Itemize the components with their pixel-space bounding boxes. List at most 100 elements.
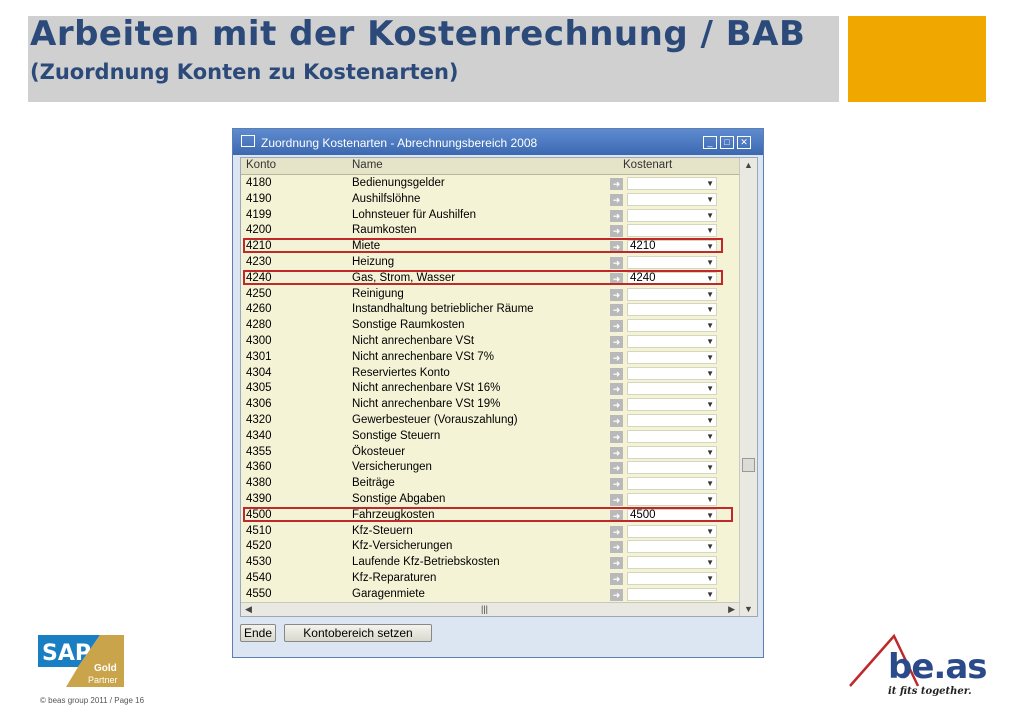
- chevron-down-icon[interactable]: ▼: [706, 289, 714, 299]
- chevron-down-icon[interactable]: ▼: [706, 542, 714, 552]
- table-row[interactable]: 4260 Instandhaltung betrieblicher Räume ➜ ▼: [241, 302, 739, 318]
- link-arrow-icon[interactable]: ➜: [610, 414, 623, 427]
- table-row[interactable]: 4199 Lohnsteuer für Aushilfen ➜ ▼: [241, 208, 739, 224]
- table-row[interactable]: 4200 Raumkosten ➜ ▼: [241, 223, 739, 239]
- kostenart-select[interactable]: ▼: [627, 461, 717, 475]
- chevron-down-icon[interactable]: ▼: [706, 573, 714, 583]
- link-arrow-icon[interactable]: ➜: [610, 557, 623, 570]
- link-arrow-icon[interactable]: ➜: [610, 225, 623, 238]
- chevron-down-icon[interactable]: ▼: [706, 510, 714, 520]
- maximize-button[interactable]: □: [720, 136, 734, 149]
- scroll-right-icon[interactable]: ▶: [728, 604, 735, 614]
- chevron-down-icon[interactable]: ▼: [706, 210, 714, 220]
- chevron-down-icon[interactable]: ▼: [706, 526, 714, 536]
- table-row[interactable]: 4340 Sonstige Steuern ➜ ▼: [241, 429, 739, 445]
- table-row[interactable]: 4355 Ökosteuer ➜ ▼: [241, 445, 739, 461]
- table-row[interactable]: 4230 Heizung ➜ ▼: [241, 255, 739, 271]
- link-arrow-icon[interactable]: ➜: [610, 541, 623, 554]
- link-arrow-icon[interactable]: ➜: [610, 572, 623, 585]
- kostenart-select[interactable]: 4210 ▼: [627, 240, 717, 254]
- chevron-down-icon[interactable]: ▼: [706, 494, 714, 504]
- table-row[interactable]: 4306 Nicht anrechenbare VSt 19% ➜ ▼: [241, 397, 739, 413]
- table-row[interactable]: 4540 Kfz-Reparaturen ➜ ▼: [241, 571, 739, 587]
- table-row[interactable]: 4180 Bedienungsgelder ➜ ▼: [241, 176, 739, 192]
- chevron-down-icon[interactable]: ▼: [706, 463, 714, 473]
- chevron-down-icon[interactable]: ▼: [706, 273, 714, 283]
- chevron-down-icon[interactable]: ▼: [706, 589, 714, 599]
- link-arrow-icon[interactable]: ➜: [610, 399, 623, 412]
- link-arrow-icon[interactable]: ➜: [610, 241, 623, 254]
- table-row[interactable]: 4390 Sonstige Abgaben ➜ ▼: [241, 492, 739, 508]
- link-arrow-icon[interactable]: ➜: [610, 367, 623, 380]
- kostenart-select[interactable]: ▼: [627, 398, 717, 412]
- link-arrow-icon[interactable]: ➜: [610, 588, 623, 601]
- link-arrow-icon[interactable]: ➜: [610, 446, 623, 459]
- kostenart-select[interactable]: ▼: [627, 413, 717, 427]
- chevron-down-icon[interactable]: ▼: [706, 400, 714, 410]
- table-row[interactable]: 4280 Sonstige Raumkosten ➜ ▼: [241, 318, 739, 334]
- window-titlebar[interactable]: Zuordnung Kostenarten - Abrechnungsberei…: [233, 129, 763, 155]
- kostenart-select[interactable]: ▼: [627, 350, 717, 364]
- table-row[interactable]: 4250 Reinigung ➜ ▼: [241, 287, 739, 303]
- kostenart-select[interactable]: ▼: [627, 319, 717, 333]
- chevron-down-icon[interactable]: ▼: [706, 479, 714, 489]
- kostenart-select[interactable]: ▼: [627, 177, 717, 190]
- table-row[interactable]: 4520 Kfz-Versicherungen ➜ ▼: [241, 539, 739, 555]
- col-kostenart[interactable]: Kostenart: [623, 159, 673, 171]
- close-button[interactable]: ✕: [737, 136, 751, 149]
- table-row[interactable]: 4510 Kfz-Steuern ➜ ▼: [241, 524, 739, 540]
- chevron-down-icon[interactable]: ▼: [706, 321, 714, 331]
- scroll-left-icon[interactable]: ◀: [245, 604, 252, 614]
- kostenart-select[interactable]: ▼: [627, 587, 717, 601]
- chevron-down-icon[interactable]: ▼: [706, 431, 714, 441]
- kostenart-select[interactable]: ▼: [627, 366, 717, 380]
- link-arrow-icon[interactable]: ➜: [610, 304, 623, 317]
- col-name[interactable]: Name: [352, 159, 383, 171]
- chevron-down-icon[interactable]: ▼: [706, 226, 714, 236]
- chevron-down-icon[interactable]: ▼: [706, 558, 714, 568]
- link-arrow-icon[interactable]: ➜: [610, 256, 623, 269]
- table-row[interactable]: 4380 Beiträge ➜ ▼: [241, 476, 739, 492]
- kostenart-select[interactable]: ▼: [627, 255, 717, 269]
- kostenart-select[interactable]: 4240 ▼: [627, 271, 717, 285]
- kostenart-select[interactable]: ▼: [627, 382, 717, 396]
- table-row[interactable]: 4304 Reserviertes Konto ➜ ▼: [241, 366, 739, 382]
- link-arrow-icon[interactable]: ➜: [610, 509, 623, 522]
- kostenart-select[interactable]: ▼: [627, 445, 717, 459]
- chevron-down-icon[interactable]: ▼: [706, 368, 714, 378]
- kostenart-select[interactable]: ▼: [627, 224, 717, 238]
- chevron-down-icon[interactable]: ▼: [706, 384, 714, 394]
- minimize-button[interactable]: _: [703, 136, 717, 149]
- link-arrow-icon[interactable]: ➜: [610, 272, 623, 285]
- chevron-down-icon[interactable]: ▼: [706, 242, 714, 252]
- link-arrow-icon[interactable]: ➜: [610, 193, 623, 206]
- vertical-scrollbar[interactable]: ▲ ▼: [739, 158, 757, 616]
- table-row[interactable]: 4190 Aushilfslöhne ➜ ▼: [241, 192, 739, 208]
- kostenart-select[interactable]: ▼: [627, 287, 717, 301]
- chevron-down-icon[interactable]: ▼: [706, 305, 714, 315]
- link-arrow-icon[interactable]: ➜: [610, 493, 623, 506]
- chevron-down-icon[interactable]: ▼: [706, 179, 714, 188]
- chevron-down-icon[interactable]: ▼: [706, 257, 714, 267]
- link-arrow-icon[interactable]: ➜: [610, 335, 623, 348]
- table-row[interactable]: 4240 Gas, Strom, Wasser ➜ 4240 ▼: [241, 269, 739, 287]
- chevron-down-icon[interactable]: ▼: [706, 415, 714, 425]
- kostenart-select[interactable]: ▼: [627, 334, 717, 348]
- kontobereich-setzen-button[interactable]: Kontobereich setzen: [284, 624, 432, 642]
- kostenart-select[interactable]: ▼: [627, 524, 717, 538]
- chevron-down-icon[interactable]: ▼: [706, 447, 714, 457]
- kostenart-select[interactable]: ▼: [627, 303, 717, 317]
- scroll-grip-icon[interactable]: |||: [481, 604, 489, 614]
- scroll-thumb[interactable]: [742, 458, 755, 472]
- kostenart-select[interactable]: ▼: [627, 571, 717, 585]
- chevron-down-icon[interactable]: ▼: [706, 352, 714, 362]
- table-row[interactable]: 4360 Versicherungen ➜ ▼: [241, 460, 739, 476]
- kostenart-select[interactable]: ▼: [627, 192, 717, 206]
- kostenart-select[interactable]: ▼: [627, 208, 717, 222]
- chevron-down-icon[interactable]: ▼: [706, 194, 714, 204]
- kostenart-select[interactable]: ▼: [627, 540, 717, 554]
- table-row[interactable]: 4530 Laufende Kfz-Betriebskosten ➜ ▼: [241, 555, 739, 571]
- link-arrow-icon[interactable]: ➜: [610, 288, 623, 301]
- table-row[interactable]: 4210 Miete ➜ 4210 ▼: [241, 238, 739, 255]
- link-arrow-icon[interactable]: ➜: [610, 320, 623, 333]
